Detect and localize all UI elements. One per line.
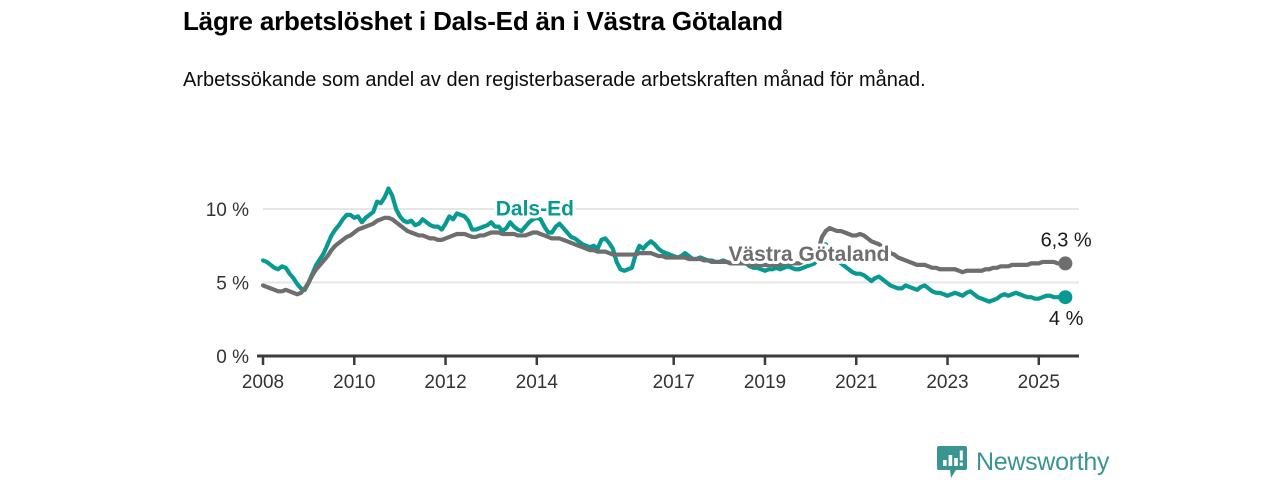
dals-ed-end-value: 4 % [1049, 308, 1084, 330]
series-endpoint-dot [1058, 256, 1073, 271]
x-axis-tick-label: 2014 [516, 372, 559, 393]
chart-subtitle: Arbetssökande som andel av den registerb… [183, 69, 926, 91]
y-axis-tick-labels: 0 % 5 % 10 % [206, 200, 249, 368]
x-axis-tick-label: 2017 [653, 372, 695, 393]
page-title: Lägre arbetslöshet i Dals-Ed än i Västra… [183, 6, 783, 36]
series-line [260, 215, 1068, 297]
series-label-halo: Dals-Ed [496, 198, 574, 221]
vastra-gotaland-end-value: 6,3 % [1041, 229, 1092, 251]
data-series-endpoints [1058, 256, 1073, 305]
x-axis-tick-label: 2023 [926, 372, 968, 393]
x-axis-tick-label: 2012 [424, 372, 466, 393]
data-series-lines [260, 186, 1068, 304]
y-axis-tick-label: 0 % [216, 347, 249, 368]
y-axis-tick-label: 10 % [206, 200, 249, 221]
value-annotations: 4 %4 %6,3 %6,3 % [1038, 227, 1094, 333]
series-line [260, 186, 1068, 304]
value-annotation-halo: 6,3 % [1041, 229, 1092, 251]
newsworthy-logo-text: Newsworthy [976, 447, 1110, 476]
series-label: Västra Götaland [728, 243, 889, 266]
x-axis-tick-label: 2025 [1018, 372, 1060, 393]
value-annotation-halo: 4 % [1049, 308, 1084, 330]
bar-chart-speech-bubble-icon [937, 445, 967, 479]
x-axis [257, 354, 1079, 365]
series-label: Dals-Ed [496, 198, 574, 221]
x-axis-tick-label: 2010 [333, 372, 375, 393]
x-axis-tick-labels: 2008 2010 2012 2014 2017 2019 2021 2023 2025 [242, 372, 1060, 393]
series-label-halo: Västra Götaland [728, 243, 889, 266]
x-axis-tick-label: 2021 [835, 372, 877, 393]
gridlines [263, 208, 1079, 284]
newsworthy-logo: Newsworthy [937, 444, 1109, 480]
x-axis-tick-label: 2019 [744, 372, 786, 393]
series-endpoint-dot [1058, 290, 1073, 305]
x-axis-tick-label: 2008 [242, 372, 284, 393]
y-axis-tick-label: 5 % [216, 274, 249, 295]
